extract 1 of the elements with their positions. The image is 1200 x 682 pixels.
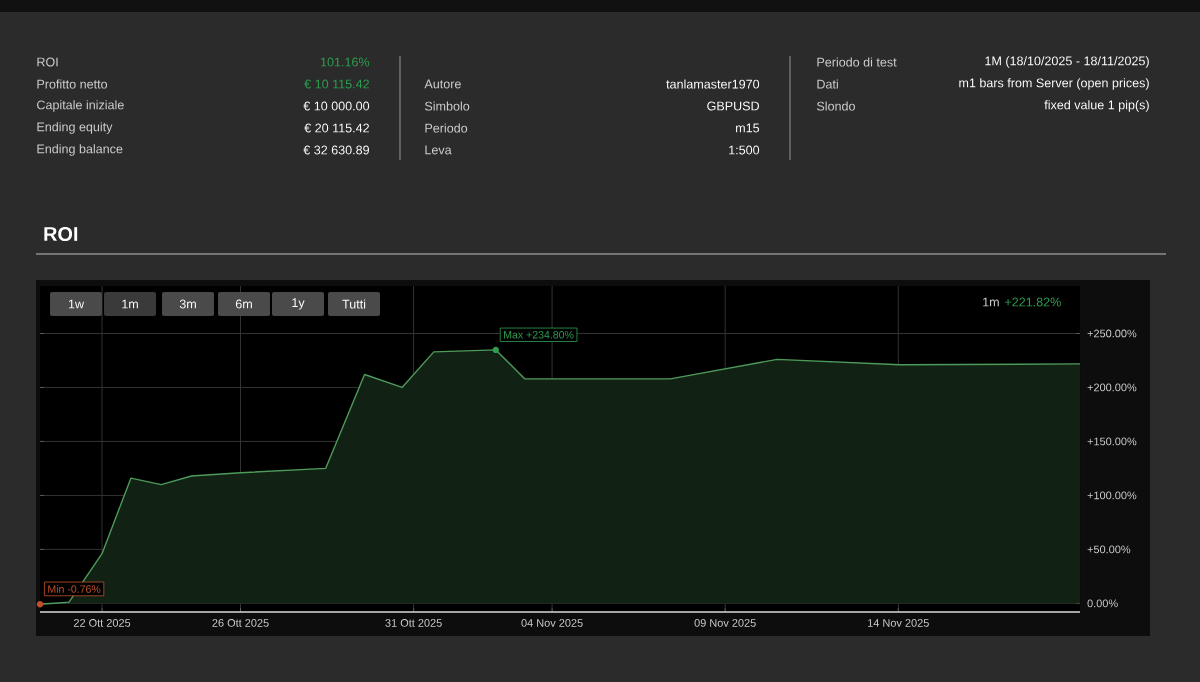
chart-title: ROI	[44, 226, 78, 242]
